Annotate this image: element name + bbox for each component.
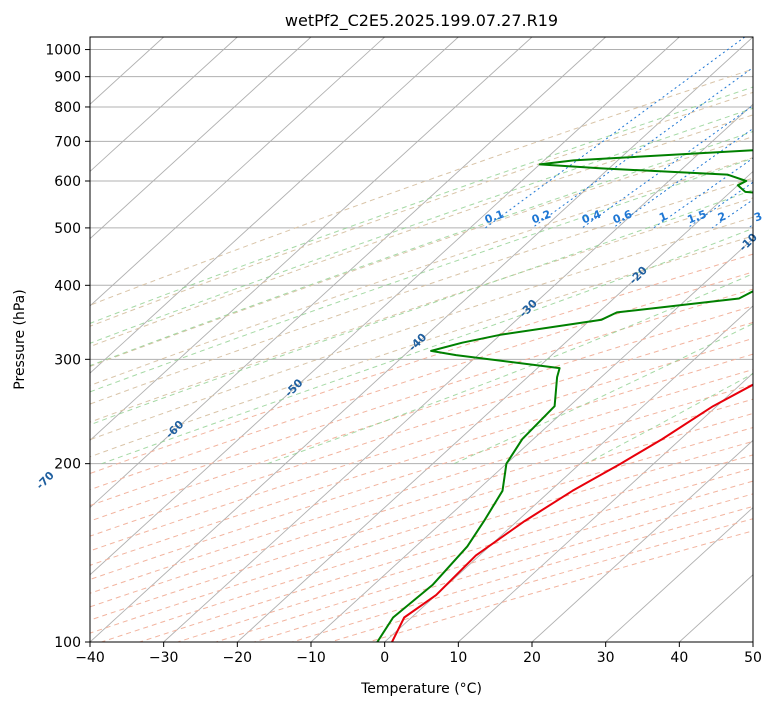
chart-title: wetPf2_C2E5.2025.199.07.27.R19: [285, 11, 558, 31]
y-axis: 100 200 300 400 500 600 700 800 900 1000: [45, 43, 90, 651]
dewpoint-profile-line: [376, 149, 753, 642]
x-tick-label: 20: [523, 650, 541, 666]
isotherm-line: [90, 37, 680, 576]
y-tick-label: 800: [54, 100, 81, 116]
background-lines: [90, 37, 753, 642]
dry-adiabat-line: [101, 440, 753, 642]
isotherm-line: [605, 506, 753, 642]
moist-adiabat-line: [90, 107, 753, 344]
x-axis-title: Temperature (°C): [360, 681, 482, 697]
x-tick-label: 0: [380, 650, 389, 666]
y-tick-label: 100: [54, 635, 81, 651]
x-tick-label: 10: [449, 650, 467, 666]
x-tick-label: 50: [744, 650, 762, 666]
mixing-ratio-label: 2: [716, 210, 728, 225]
isotherm-line: [90, 37, 606, 509]
dry-adiabat-line: [90, 197, 753, 423]
mixing-ratio-label: 0.1: [483, 208, 506, 227]
y-tick-label: 500: [54, 221, 81, 237]
x-axis: −40 −30 −20 −10 0 10 20 30 40 50: [75, 642, 762, 666]
dry-adiabat-line: [90, 68, 753, 306]
isotherm-line: [90, 37, 312, 240]
x-tick-label: 30: [597, 650, 615, 666]
isotherm-line: [90, 37, 385, 307]
mixing-ratio-line: [653, 157, 753, 229]
isotherm-line: [163, 103, 753, 642]
mixing-ratio-line: [485, 37, 746, 229]
moist-adiabat-line: [90, 130, 753, 367]
isotherm-line: [531, 439, 753, 642]
mixing-ratio-label: 0.2: [530, 208, 553, 227]
moist-adiabat-line: [453, 323, 753, 465]
x-tick-label: −10: [296, 650, 326, 666]
y-tick-label: 600: [54, 174, 81, 190]
moist-adiabat-line: [90, 189, 753, 426]
dry-adiabat-line: [254, 493, 753, 642]
mixing-ratio-label: 1.5: [686, 208, 709, 227]
isotherm-line: [90, 37, 238, 173]
isotherm-line: [90, 37, 753, 642]
x-tick-label: −20: [223, 650, 253, 666]
dry-adiabat-line: [90, 337, 753, 552]
y-axis-title: Pressure (hPa): [12, 289, 28, 389]
plot-frame: [89, 36, 754, 643]
dry-adiabat-line: [90, 136, 753, 367]
mixing-ratio-line: [581, 104, 753, 229]
y-tick-label: 200: [54, 457, 81, 473]
dry-adiabat-line: [90, 235, 753, 458]
mixing-ratio-label: 0.6: [611, 207, 634, 226]
mixing-ratio-label: 1: [657, 210, 669, 225]
x-tick-label: −40: [75, 650, 105, 666]
mixing-ratio-line: [748, 224, 753, 229]
y-tick-label: 400: [54, 278, 81, 294]
dry-adiabat-line: [292, 505, 753, 642]
dry-adiabat-line: [90, 369, 753, 580]
mixing-ratio-line: [531, 66, 753, 229]
dry-adiabat-line: [90, 114, 753, 348]
moist-adiabat-line: [90, 157, 753, 393]
x-tick-label: −30: [149, 650, 179, 666]
mixing-ratio-label: 3: [752, 210, 764, 225]
y-tick-label: 900: [54, 70, 81, 86]
reference-line-labels: 0.10.20.40.611.52346810131620253036-100-…: [34, 207, 764, 492]
dry-adiabat-line: [90, 288, 753, 507]
isotherm-line: [458, 372, 753, 642]
y-tick-label: 300: [54, 352, 81, 368]
isotherm-line: [90, 37, 459, 374]
temperature-profile-line: [391, 383, 753, 642]
mixing-ratio-line: [612, 127, 753, 229]
isotherm-line: [752, 641, 753, 642]
y-tick-label: 700: [54, 134, 81, 150]
profile-lines: [376, 149, 753, 642]
isotherm-line: [90, 37, 533, 441]
x-tick-label: 40: [670, 650, 688, 666]
moist-adiabat-line: [90, 86, 753, 324]
mixing-ratio-label: 0.4: [580, 207, 603, 226]
moist-adiabat-line: [267, 273, 753, 465]
y-tick-label: 1000: [45, 43, 81, 59]
isotherm-line: [237, 170, 753, 642]
dry-adiabat-line: [90, 253, 753, 475]
